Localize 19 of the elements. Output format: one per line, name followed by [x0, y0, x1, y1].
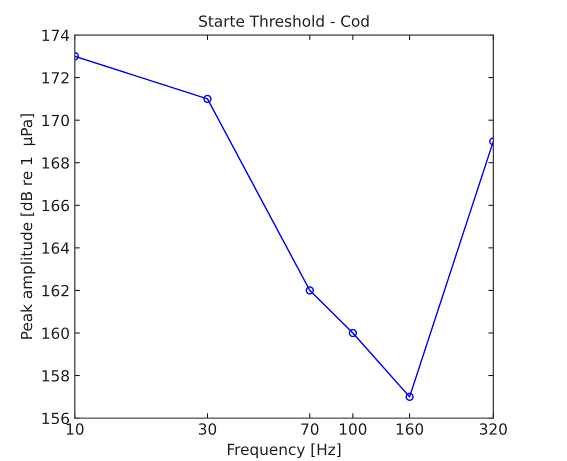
y-tick-label: 156 [42, 412, 70, 424]
y-tick-label: 170 [42, 114, 69, 126]
y-tick-label: 174 [42, 30, 70, 41]
x-tick-label: 10 [66, 423, 84, 435]
y-tick-label: 162 [42, 284, 68, 296]
y-tick-label: 166 [42, 200, 70, 212]
x-axis-title: Frequency [Hz] [228, 443, 340, 458]
y-tick-label: 168 [42, 157, 69, 169]
y-tick-label: 158 [42, 370, 69, 382]
x-tick-label: 160 [396, 423, 424, 435]
y-axis-title: Peak amplitude [dB re 1 μPa] [20, 114, 36, 339]
x-tick-label: 70 [301, 423, 318, 435]
x-tick-label: 320 [480, 423, 507, 435]
x-tick-label: 100 [340, 423, 366, 435]
chart-title: Starte Threshold - Cod [199, 15, 369, 27]
y-tick-label: 160 [42, 327, 69, 340]
y-tick-label: 164 [42, 242, 70, 254]
x-tick-label: 30 [198, 423, 216, 435]
y-tick-label: 172 [42, 72, 68, 84]
